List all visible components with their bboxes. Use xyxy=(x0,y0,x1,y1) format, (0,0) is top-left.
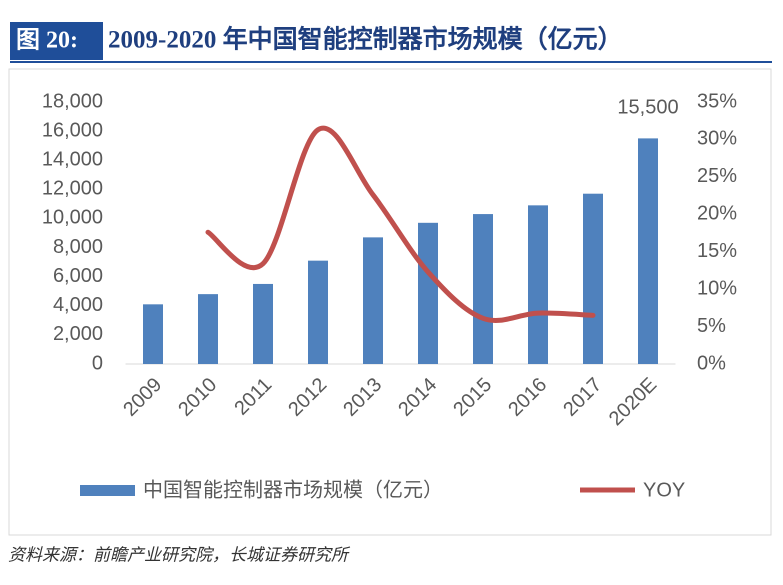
y2-tick-label: 5% xyxy=(697,315,726,337)
y-tick-label: 6,000 xyxy=(53,265,103,287)
x-tick-label: 2012 xyxy=(284,374,331,421)
bar xyxy=(418,222,438,364)
line xyxy=(205,125,596,323)
y2-tick-label: 10% xyxy=(697,277,737,299)
chart-title: 2009-2020 年中国智能控制器市场规模（亿元） xyxy=(108,25,623,54)
y-tick-label: 14,000 xyxy=(42,149,103,171)
bar xyxy=(253,283,273,364)
value-label: 15,500 xyxy=(617,97,678,119)
legend-swatch xyxy=(80,485,135,496)
legend-label: 中国智能控制器市场规模（亿元） xyxy=(143,478,443,501)
x-tick-label: 2015 xyxy=(449,374,496,421)
y2-tick-label: 30% xyxy=(697,128,737,150)
y2-tick-label: 0% xyxy=(697,352,726,374)
y2-tick-label: 15% xyxy=(697,240,737,262)
x-tick-label: 2017 xyxy=(559,374,606,421)
bar xyxy=(528,205,548,364)
y2-tick-label: 20% xyxy=(697,203,737,225)
bar xyxy=(143,304,163,364)
y-tick-label: 12,000 xyxy=(42,178,103,200)
y-tick-label: 8,000 xyxy=(53,236,103,258)
y-tick-label: 2,000 xyxy=(53,323,103,345)
y2-tick-label: 25% xyxy=(697,165,737,187)
y-tick-label: 16,000 xyxy=(42,119,103,141)
y-tick-label: 4,000 xyxy=(53,294,103,316)
bar xyxy=(473,214,493,364)
bar xyxy=(638,138,658,364)
figure-label: 图 20: xyxy=(16,27,78,54)
x-tick-label: 2009 xyxy=(119,374,166,421)
y2-tick-label: 35% xyxy=(697,90,737,112)
x-tick-label: 2010 xyxy=(174,374,221,421)
x-tick-label: 2016 xyxy=(504,374,551,421)
bar xyxy=(198,294,218,364)
source: 资料来源：前瞻产业研究院，长城证券研究所 xyxy=(8,545,351,564)
legend-label: YOY xyxy=(643,479,685,501)
bar xyxy=(308,260,328,364)
x-tick-label: 2020E xyxy=(605,374,661,430)
y-tick-label: 10,000 xyxy=(42,207,103,229)
bar xyxy=(363,237,383,364)
x-tick-label: 2011 xyxy=(230,374,276,420)
y-tick-label: 0 xyxy=(92,352,103,374)
x-tick-label: 2014 xyxy=(394,374,441,421)
bar xyxy=(583,193,603,364)
x-tick-label: 2013 xyxy=(339,374,386,421)
chart-frame xyxy=(8,68,772,536)
figure-label-box xyxy=(10,22,103,60)
y-tick-label: 18,000 xyxy=(42,90,103,112)
